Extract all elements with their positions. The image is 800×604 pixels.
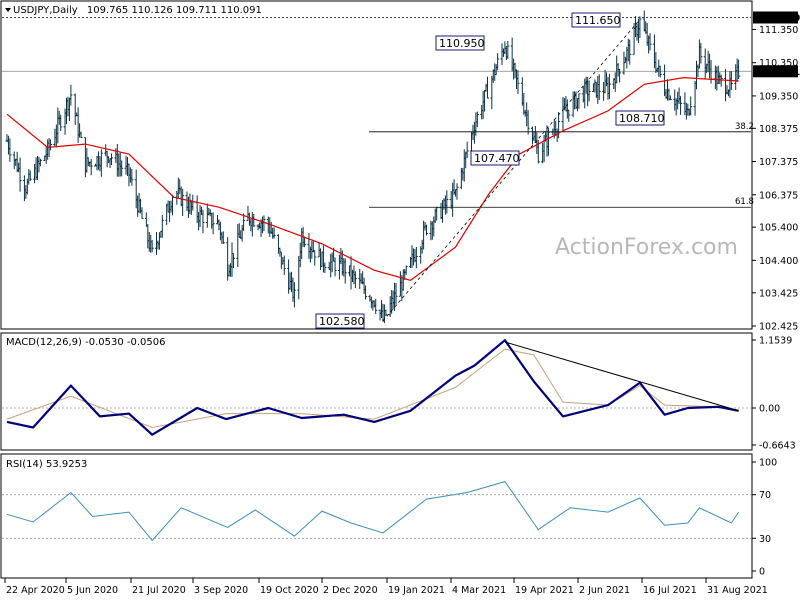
price-panel-title: USDJPY,Daily 109.765 110.126 109.711 110…	[13, 5, 262, 16]
x-tick-label: 19 Jan 2021	[388, 585, 445, 596]
high-level-price-tag: 111.710	[757, 13, 800, 24]
fib-level-label: 61.8	[735, 197, 754, 207]
price-layer	[5, 10, 741, 324]
price-annotation-label: 108.710	[619, 112, 665, 125]
x-tick-label: 16 Jul 2021	[643, 585, 697, 596]
ohlc-header: 109.765 110.126 109.711 110.091	[87, 5, 262, 16]
moving-average-line	[6, 76, 739, 281]
trend-dashed-line	[382, 19, 641, 322]
macd-line	[6, 339, 739, 436]
price-y-tick-label: 106.375	[759, 190, 798, 201]
annotation-layer: 111.650 110.950 108.710 107.470 102.580	[315, 12, 665, 329]
rsi-panel-title: RSI(14) 53.9253	[6, 459, 87, 470]
collapse-triangle-icon[interactable]	[5, 8, 11, 12]
price-annotation-box	[571, 12, 621, 28]
last-price-tag: 110.091	[757, 67, 800, 78]
price-y-tick-label: 102.425	[759, 322, 798, 333]
x-tick-label: 19 Apr 2021	[515, 585, 574, 596]
x-tick-label: 5 Jun 2020	[67, 585, 118, 596]
macd-signal-line	[6, 348, 739, 429]
symbol-timeframe-label: USDJPY,Daily	[13, 5, 78, 16]
rsi-y-tick-label: 100	[759, 458, 777, 469]
macd-layer	[2, 339, 751, 436]
macd-trendline	[504, 341, 739, 412]
price-annotation-label: 111.650	[575, 14, 621, 27]
x-tick-label: 2 Jun 2021	[579, 585, 630, 596]
x-tick-label: 31 Aug 2021	[707, 585, 768, 596]
rsi-y-tick-label: 70	[759, 490, 771, 501]
price-y-tick-label: 111.350	[759, 25, 798, 36]
macd-y-tick-label: 1.1539	[759, 336, 792, 347]
rsi-line	[6, 481, 740, 542]
price-annotation-box	[615, 110, 665, 126]
macd-panel-title: MACD(12,26,9) -0.0530 -0.0506	[6, 337, 166, 348]
price-y-tick-label: 103.425	[759, 288, 798, 299]
macd-y-tick-label: 0.00	[759, 404, 780, 415]
price-annotation-box	[315, 313, 365, 329]
rsi-y-tick-label: 30	[759, 534, 771, 545]
price-annotation-label: 107.470	[474, 152, 520, 165]
fib-level-label: 38.2	[735, 122, 754, 132]
rsi-panel-frame	[0, 453, 753, 579]
price-annotation-label: 102.580	[319, 315, 365, 328]
price-y-tick-label: 105.400	[759, 223, 798, 234]
x-tick-label: 2 Dec 2020	[323, 585, 378, 596]
macd-y-tick-label: -0.6643	[759, 441, 796, 452]
price-y-tick-label: 104.400	[759, 256, 798, 267]
high-level-price-tag-bg	[753, 11, 798, 24]
price-y-tick-label: 107.375	[759, 157, 798, 168]
macd-panel-frame	[0, 332, 753, 451]
price-y-tick-label: 108.375	[759, 124, 798, 135]
rsi-layer	[2, 481, 751, 542]
x-tick-label: 4 Mar 2021	[452, 585, 506, 596]
x-tick-label: 3 Sep 2020	[194, 585, 248, 596]
price-annotation-label: 110.950	[439, 37, 485, 50]
watermark: ActionForex.com	[555, 235, 738, 260]
rsi-y-tick-label: 0	[759, 567, 765, 578]
price-panel-frame	[0, 0, 753, 330]
x-tick-label: 19 Oct 2020	[260, 585, 319, 596]
price-annotation-box	[435, 35, 485, 51]
x-tick-label: 22 Apr 2020	[6, 585, 65, 596]
price-y-tick-label: 109.350	[759, 91, 798, 102]
axis-layer: 111.350 110.350 109.350 108.375 107.375 106.3…	[4, 11, 800, 596]
x-tick-label: 21 Jul 2020	[132, 585, 186, 596]
price-y-tick-label: 110.350	[759, 58, 798, 69]
last-price-tag-bg	[753, 65, 798, 78]
price-annotation-box	[470, 150, 520, 166]
